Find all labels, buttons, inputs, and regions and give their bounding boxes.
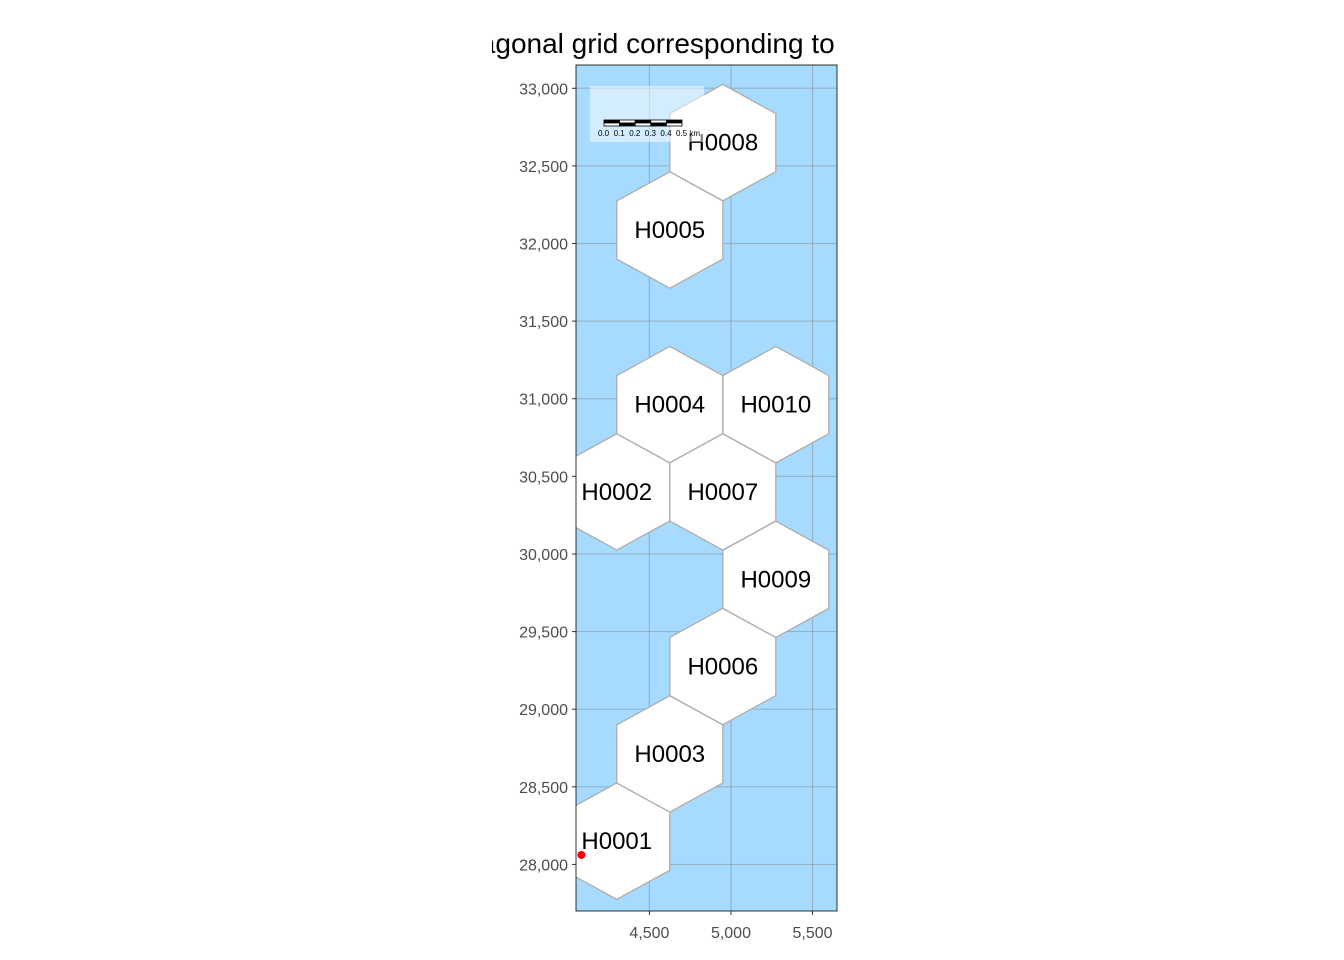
scale-bar-background: [590, 86, 704, 142]
hexagon-label: H0005: [634, 217, 705, 244]
hexagon-label: H0004: [634, 392, 705, 419]
y-tick-label: 32,000: [519, 237, 568, 254]
x-tick-label: 5,500: [793, 925, 833, 942]
scale-bar-label: 0.4: [660, 129, 672, 138]
hexagon-label: H0002: [581, 479, 652, 506]
scale-bar-segment-top: [666, 119, 683, 124]
y-tick-label: 30,000: [519, 547, 568, 564]
scale-bar: 0.0 0.1 0.2 0.3 0.4 0.5 km: [590, 86, 704, 142]
scale-bar-segment-top: [650, 119, 667, 124]
y-tick-label: 28,500: [519, 780, 568, 797]
hexagon-shape: [722, 520, 830, 639]
hexagon-label: H0009: [740, 566, 811, 593]
scale-bar-segment-top: [634, 119, 652, 124]
hexagon-label: H0007: [687, 479, 758, 506]
hexagon-h0007[interactable]: H0007: [669, 432, 777, 551]
hexagon-h0009[interactable]: H0009: [722, 520, 830, 639]
y-axis: 28,000 28,500 29,000 29,500 30,000 30,500 31,0…: [519, 81, 576, 874]
hexagon-shape: [722, 345, 830, 464]
map-title-container: Hexagonal grid corresponding to Singapor…: [492, 24, 838, 64]
hexagon-h0005[interactable]: H0005: [616, 171, 724, 289]
y-tick-label: 28,000: [519, 857, 568, 874]
hexagon-h0002[interactable]: H0002: [564, 432, 671, 551]
point-layer: [577, 850, 586, 859]
hexagon-label: H0010: [740, 392, 811, 419]
x-tick-label: 5,000: [711, 925, 751, 942]
y-tick-label: 32,500: [519, 159, 568, 176]
y-tick-label: 33,000: [519, 81, 568, 98]
map-title: Hexagonal grid corresponding to Singapor…: [492, 28, 838, 59]
hexagon-label: H0003: [634, 741, 705, 768]
scale-bar-segment-top: [619, 119, 636, 124]
scale-bar-label: 0.0: [598, 129, 610, 138]
x-axis: 4,500 5,000 5,500: [629, 911, 833, 942]
y-tick-label: 29,000: [519, 702, 568, 719]
scale-bar-segment-bottom: [666, 122, 683, 127]
scale-bar-label: 0.5 km: [676, 129, 700, 138]
scale-bar-label: 0.1: [614, 129, 626, 138]
scale-bar-segment-bottom: [603, 122, 621, 127]
y-tick-label: 30,500: [519, 469, 568, 486]
y-tick-label: 31,500: [519, 314, 568, 331]
hexagon-h0004[interactable]: H0004: [616, 345, 724, 464]
map-panel-border: [575, 64, 838, 912]
location-point: [577, 850, 586, 859]
hexagon-layer: H0001H0002H0003H0004H0005H0006H0007H0008…: [564, 83, 830, 901]
scale-bar-segment-bottom: [634, 122, 652, 127]
hexagon-label: H0001: [581, 828, 652, 855]
scale-bar-segment-bottom: [650, 122, 667, 127]
x-tick-label: 4,500: [629, 925, 669, 942]
hexagon-h0010[interactable]: H0010: [722, 345, 830, 464]
y-tick-label: 29,500: [519, 625, 568, 642]
hexagon-label: H0006: [687, 654, 758, 681]
scale-bar-segment-top: [603, 119, 621, 124]
scale-bar-segment-bottom: [619, 122, 636, 127]
y-tick-label: 31,000: [519, 392, 568, 409]
scale-bar-label: 0.3: [645, 129, 657, 138]
scale-bar-label: 0.2: [629, 129, 641, 138]
